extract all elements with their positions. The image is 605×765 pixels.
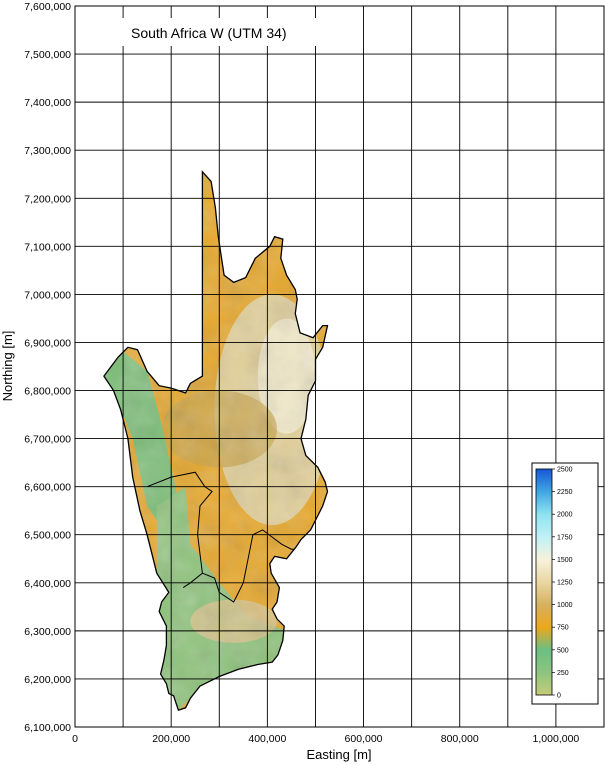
colorbar-label: 750 xyxy=(557,625,569,632)
y-tick-label: 7,000,000 xyxy=(24,289,71,301)
y-tick-label: 7,400,000 xyxy=(24,97,71,109)
colorbar-label: 250 xyxy=(557,670,569,677)
colorbar-label: 2000 xyxy=(557,512,573,519)
x-tick-label: 200,000 xyxy=(152,733,190,745)
plot-frame xyxy=(74,5,605,728)
x-axis-label: Easting [m] xyxy=(306,747,371,762)
y-tick-label: 6,500,000 xyxy=(24,530,71,542)
colorbar-label: 500 xyxy=(557,647,569,654)
y-tick-label: 6,800,000 xyxy=(24,386,71,398)
colorbar-ramp xyxy=(535,468,553,696)
x-tick-label: 800,000 xyxy=(441,733,479,745)
y-tick-label: 7,300,000 xyxy=(24,145,71,157)
province-boundary xyxy=(171,471,213,589)
y-tick-label: 7,600,000 xyxy=(24,1,71,13)
y-tick-label: 6,600,000 xyxy=(24,482,71,494)
x-tick-label: 600,000 xyxy=(345,733,383,745)
y-tick-label: 6,700,000 xyxy=(24,434,71,446)
y-tick-label: 6,200,000 xyxy=(24,674,71,686)
x-axis-ticks: 0 200,000 400,000 600,000 800,000 1,000,000 xyxy=(72,733,579,745)
x-tick-label: 1,000,000 xyxy=(533,733,580,745)
province-boundary xyxy=(202,529,294,603)
title-box: South Africa W (UTM 34) xyxy=(122,18,318,46)
colorbar-label: 1500 xyxy=(557,557,573,564)
map-title: South Africa W (UTM 34) xyxy=(131,25,287,41)
y-tick-label: 6,100,000 xyxy=(24,722,71,734)
colorbar-label: 1000 xyxy=(557,602,573,609)
colorbar-label: 1750 xyxy=(557,534,573,541)
colorbar-label: 2250 xyxy=(557,489,573,496)
region-outline xyxy=(103,170,329,712)
colorbar-label: 2500 xyxy=(557,467,573,474)
y-axis-ticks: 6,100,000 6,200,000 6,300,000 6,400,000 6,50… xyxy=(24,1,71,734)
y-tick-label: 7,200,000 xyxy=(24,193,71,205)
province-boundary xyxy=(146,476,172,488)
x-tick-label: 400,000 xyxy=(248,733,286,745)
x-tick-label: 0 xyxy=(72,733,78,745)
colorbar-label: 1250 xyxy=(557,580,573,587)
y-tick-label: 6,400,000 xyxy=(24,578,71,590)
colorbar-label: 0 xyxy=(557,693,561,700)
grid-lines xyxy=(74,5,605,728)
y-tick-label: 6,300,000 xyxy=(24,626,71,638)
y-tick-label: 7,500,000 xyxy=(24,49,71,61)
y-tick-label: 7,100,000 xyxy=(24,241,71,253)
y-tick-label: 6,900,000 xyxy=(24,337,71,349)
y-axis-label: Northing [m] xyxy=(0,331,15,402)
